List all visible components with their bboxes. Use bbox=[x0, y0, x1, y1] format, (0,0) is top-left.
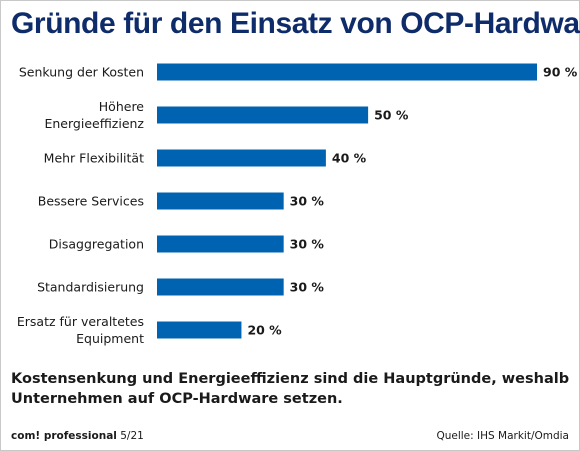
category-label: Mehr Flexibilität bbox=[44, 151, 144, 166]
bar bbox=[157, 106, 369, 124]
value-label: 40 % bbox=[332, 151, 367, 166]
bar bbox=[157, 278, 284, 296]
bar bbox=[157, 63, 537, 81]
bar bbox=[157, 192, 284, 210]
category-label: Disaggregation bbox=[49, 237, 144, 252]
category-label: Höhere Energieeffizienz bbox=[44, 99, 144, 131]
value-label: 20 % bbox=[247, 323, 282, 338]
chart-title: Gründe für den Einsatz von OCP-Hardware bbox=[11, 7, 580, 40]
bar-chart: Senkung der Kosten 90 % Höhere Energieeffiz… bbox=[17, 63, 578, 346]
bar bbox=[157, 321, 242, 339]
category-label: Ersatz für veraltetes Equipment bbox=[17, 314, 144, 346]
value-label: 30 % bbox=[290, 280, 325, 295]
category-label: Senkung der Kosten bbox=[19, 65, 144, 80]
value-label: 90 % bbox=[543, 65, 578, 80]
source-note: Quelle: IHS Markit/Omdia bbox=[436, 430, 569, 442]
bar bbox=[157, 149, 326, 167]
value-label: 30 % bbox=[290, 194, 325, 209]
issue-number: 5/21 bbox=[120, 430, 144, 442]
publication-name: com! professional bbox=[11, 430, 117, 442]
footer-publication: com! professional 5/21 bbox=[11, 430, 144, 442]
value-label: 50 % bbox=[374, 108, 409, 123]
bar bbox=[157, 235, 284, 253]
chart-caption: Kostensenkung und Energieeffizienz sind … bbox=[11, 371, 570, 407]
category-label: Bessere Services bbox=[38, 194, 144, 209]
value-label: 30 % bbox=[290, 237, 325, 252]
category-label: Standardisierung bbox=[37, 280, 144, 295]
